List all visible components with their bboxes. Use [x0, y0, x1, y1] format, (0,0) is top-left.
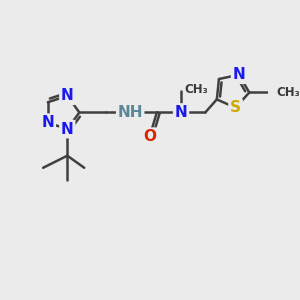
Text: N: N	[232, 67, 245, 82]
Text: CH₃: CH₃	[185, 83, 208, 96]
Text: N: N	[61, 122, 74, 136]
Text: CH₃: CH₃	[276, 86, 300, 99]
Text: S: S	[230, 100, 241, 115]
Text: NH: NH	[118, 105, 143, 120]
Text: N: N	[175, 105, 188, 120]
Text: N: N	[41, 115, 54, 130]
Text: O: O	[143, 129, 156, 144]
Text: N: N	[61, 88, 74, 104]
